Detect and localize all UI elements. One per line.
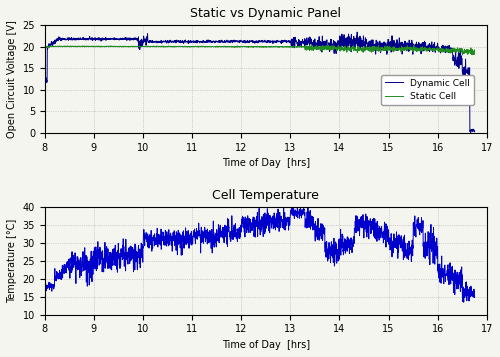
Dynamic Cell (460, 69, 466, 74)
Y-axis label: Open Circuit Voltage [V]: Open Circuit Voltage [V] (7, 20, 17, 138)
Legend: Dynamic Cell, Static Cell: Dynamic Cell, Static Cell (381, 75, 474, 105)
Y-axis label: Temperature [°C]: Temperature [°C] (7, 219, 17, 303)
Line: Dynamic Cell: Dynamic Cell (44, 32, 474, 132)
Static Cell (308, 42, 314, 46)
Dynamic Cell (42, 78, 48, 82)
X-axis label: Time of Day  [hrs]: Time of Day [hrs] (222, 340, 310, 350)
Dynamic Cell (354, 30, 360, 34)
Title: Cell Temperature: Cell Temperature (212, 189, 319, 202)
Dynamic Cell (240, 39, 246, 44)
Static Cell (42, 45, 48, 49)
Title: Static vs Dynamic Panel: Static vs Dynamic Panel (190, 7, 342, 20)
Dynamic Cell (380, 44, 386, 48)
X-axis label: Time of Day  [hrs]: Time of Day [hrs] (222, 158, 310, 168)
Static Cell (459, 46, 465, 51)
Static Cell (460, 51, 466, 55)
Dynamic Cell (64, 37, 70, 41)
Static Cell (64, 44, 70, 49)
Static Cell (240, 44, 246, 49)
Static Cell (250, 45, 256, 49)
Line: Static Cell: Static Cell (44, 44, 474, 55)
Static Cell (472, 49, 478, 54)
Dynamic Cell (459, 59, 465, 63)
Static Cell (460, 53, 466, 57)
Dynamic Cell (468, 130, 473, 135)
Static Cell (380, 46, 386, 51)
Dynamic Cell (250, 39, 256, 43)
Dynamic Cell (472, 130, 478, 134)
